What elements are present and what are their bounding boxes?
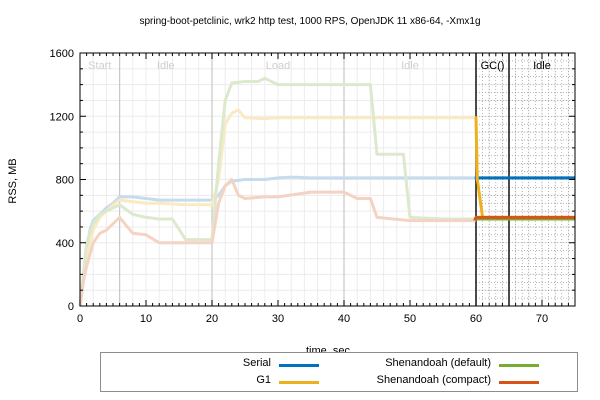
x-tick-label: 40 [338, 313, 350, 325]
legend: Serial G1 Shenandoah (default) Shenandoa… [100, 352, 578, 392]
y-tick-label: 800 [56, 175, 74, 187]
grid [79, 52, 576, 307]
chart-title: spring-boot-petclinic, wrk2 http test, 1… [139, 16, 480, 27]
x-tick-label: 70 [536, 313, 548, 325]
y-tick-label: 400 [56, 238, 74, 250]
series-line-shenandoah-default-faded [78, 76, 477, 307]
phase-label: Idle [157, 60, 175, 72]
series-line-shenandoah-compact [473, 215, 575, 222]
legend-swatch-shenandoah-compact [499, 381, 539, 384]
phase-label: Idle [533, 60, 551, 72]
x-tick-label: 0 [77, 313, 83, 325]
series-line-g1 [474, 116, 575, 219]
legend-swatch-shenandoah-default [499, 364, 539, 367]
x-tick-label: 20 [206, 313, 218, 325]
x-tick-label: 60 [470, 313, 482, 325]
phase-label: Load [266, 60, 290, 72]
legend-label: Shenandoah (default) [385, 357, 491, 369]
phase-label: GC() [481, 60, 505, 72]
y-axis-label: RSS, MB [7, 158, 19, 203]
axis-ticks: 0 10 20 30 40 50 60 70 0 400 800 1200 1600 [50, 48, 575, 325]
x-tick-label: 50 [404, 313, 416, 325]
legend-label: Shenandoah (compact) [376, 374, 491, 386]
legend-label: G1 [256, 374, 271, 386]
legend-swatch-g1 [279, 381, 319, 384]
x-tick-label: 10 [140, 313, 152, 325]
phase-label: Start [88, 60, 111, 72]
legend-swatch-serial [279, 364, 319, 367]
x-tick-label: 30 [272, 313, 284, 325]
legend-label: Serial [242, 357, 271, 369]
phase-label: Idle [401, 60, 419, 72]
y-tick-label: 1600 [50, 48, 74, 60]
series-line-shenandoah-compact-faded [78, 178, 478, 307]
y-tick-label: 0 [68, 301, 74, 313]
series-lines [78, 76, 575, 307]
y-tick-label: 1200 [50, 111, 74, 123]
